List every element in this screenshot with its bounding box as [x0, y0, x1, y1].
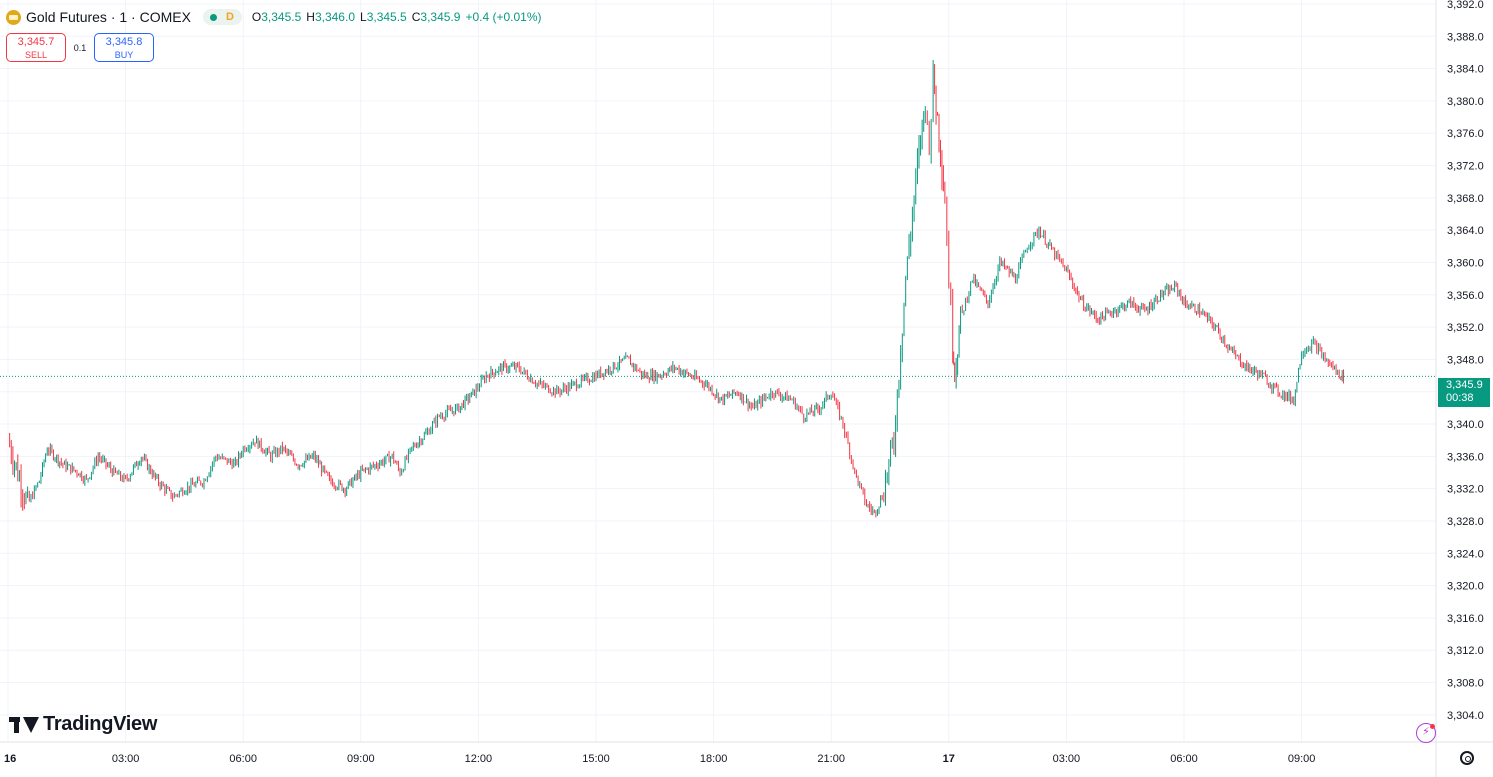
time-axis: 16 03:00 06:00 09:00 12:00 15:00 18:00 21:00 17 0…	[4, 753, 1315, 765]
y-tick-label: 3,364.0	[1447, 225, 1484, 237]
gold-coin-icon	[6, 9, 21, 25]
x-tick-label: 06:00	[229, 753, 257, 765]
gear-icon[interactable]	[1460, 751, 1474, 765]
y-tick-label: 3,308.0	[1447, 678, 1484, 690]
y-tick-label: 3,328.0	[1447, 516, 1484, 528]
trade-panel: 3,345.7 SELL 0.1 3,345.8 BUY	[6, 33, 154, 62]
low-key: L	[360, 10, 367, 24]
close-value: 3,345.9	[420, 10, 461, 24]
y-tick-label: 3,384.0	[1447, 64, 1484, 76]
buy-button[interactable]: 3,345.8 BUY	[94, 33, 154, 62]
bar-countdown: 00:38	[1446, 392, 1474, 404]
x-tick-label: 03:00	[112, 753, 140, 765]
y-tick-label: 3,376.0	[1447, 128, 1484, 140]
y-tick-label: 3,372.0	[1447, 161, 1484, 173]
x-tick-label: 09:00	[1288, 753, 1316, 765]
y-tick-label: 3,312.0	[1447, 645, 1484, 657]
spread-value: 0.1	[73, 42, 87, 53]
y-tick-label: 3,332.0	[1447, 484, 1484, 496]
y-tick-label: 3,348.0	[1447, 354, 1484, 366]
y-tick-label: 3,352.0	[1447, 322, 1484, 334]
tradingview-logo[interactable]: TradingView	[9, 713, 157, 736]
buy-label: BUY	[114, 50, 134, 60]
y-tick-label: 3,388.0	[1447, 31, 1484, 43]
x-tick-label: 16	[4, 753, 16, 765]
sell-label: SELL	[24, 50, 48, 60]
y-tick-label: 3,360.0	[1447, 257, 1484, 269]
y-tick-label: 3,380.0	[1447, 96, 1484, 108]
open-key: O	[251, 10, 262, 24]
low-value: 3,345.5	[366, 10, 407, 24]
sell-price: 3,345.7	[17, 36, 55, 48]
green-dot-icon	[209, 13, 217, 21]
open-value: 3,345.5	[261, 10, 302, 24]
sell-button[interactable]: 3,345.7 SELL	[6, 33, 66, 62]
x-tick-label: 15:00	[582, 753, 610, 765]
high-value: 3,346.0	[314, 10, 355, 24]
x-tick-label: 09:00	[347, 753, 375, 765]
y-tick-label: 3,316.0	[1447, 613, 1484, 625]
chart-grid	[0, 0, 1436, 742]
y-tick-label: 3,392.0	[1447, 0, 1484, 11]
buy-price: 3,345.8	[105, 36, 143, 48]
lightning-icon[interactable]: ⚡	[1416, 723, 1436, 743]
y-tick-label: 3,324.0	[1447, 548, 1484, 560]
y-tick-label: 3,356.0	[1447, 290, 1484, 302]
price-axis: 3,304.0 3,308.0 3,312.0 3,316.0 3,320.0 3,324…	[1447, 0, 1484, 722]
last-price-badge: 3,345.9 00:38	[1438, 378, 1490, 407]
x-tick-label: 03:00	[1053, 753, 1081, 765]
high-key: H	[306, 10, 315, 24]
x-tick-label: 21:00	[817, 753, 845, 765]
symbol-title[interactable]: Gold Futures · 1 · COMEX	[26, 9, 191, 25]
y-tick-label: 3,336.0	[1447, 451, 1484, 463]
interval-badge: D	[225, 11, 234, 23]
y-tick-label: 3,340.0	[1447, 419, 1484, 431]
last-price-value: 3,345.9	[1446, 379, 1483, 391]
close-key: C	[411, 10, 421, 24]
symbol-legend: Gold Futures · 1 · COMEX D O 3,345.5 H 3…	[6, 8, 547, 26]
y-tick-label: 3,304.0	[1447, 710, 1484, 722]
x-tick-label: 17	[943, 753, 955, 765]
tradingview-mark-icon	[9, 715, 39, 735]
notification-dot-icon	[1430, 724, 1435, 729]
x-tick-label: 12:00	[465, 753, 493, 765]
x-tick-label: 18:00	[700, 753, 728, 765]
y-tick-label: 3,320.0	[1447, 581, 1484, 593]
x-tick-label: 06:00	[1170, 753, 1198, 765]
y-tick-label: 3,368.0	[1447, 193, 1484, 205]
market-status-pill[interactable]: D	[202, 9, 242, 25]
change-value: +0.4 (+0.01%)	[465, 10, 542, 24]
brand-name: TradingView	[43, 713, 158, 735]
price-series	[9, 60, 1345, 518]
